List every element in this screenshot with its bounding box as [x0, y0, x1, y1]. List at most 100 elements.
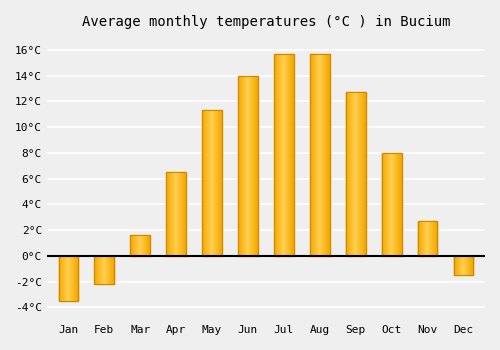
Bar — [462, 256, 463, 275]
Bar — [321, 54, 322, 256]
Bar — [358, 92, 359, 256]
Bar — [472, 256, 474, 275]
Bar — [138, 235, 139, 256]
Bar — [391, 153, 392, 256]
Bar — [132, 235, 133, 256]
Bar — [316, 54, 317, 256]
Bar — [101, 256, 102, 284]
Bar — [256, 76, 257, 256]
Bar — [98, 256, 99, 284]
Bar — [110, 256, 111, 284]
Bar — [437, 221, 438, 256]
Bar — [205, 111, 206, 256]
Bar — [131, 235, 132, 256]
Bar — [142, 235, 143, 256]
Bar — [140, 235, 141, 256]
Bar — [459, 256, 460, 275]
Bar — [327, 54, 328, 256]
Bar — [71, 256, 72, 301]
Bar — [317, 54, 318, 256]
Bar — [401, 153, 402, 256]
Bar — [147, 235, 148, 256]
Bar — [177, 172, 178, 256]
Bar — [168, 172, 169, 256]
Bar — [68, 256, 69, 301]
Bar — [454, 256, 455, 275]
Bar — [135, 235, 136, 256]
Bar — [257, 76, 258, 256]
Bar — [58, 256, 78, 301]
Bar — [209, 111, 210, 256]
Bar — [206, 111, 207, 256]
Bar — [329, 54, 330, 256]
Bar — [384, 153, 385, 256]
Bar — [424, 221, 425, 256]
Bar — [346, 92, 347, 256]
Bar — [74, 256, 75, 301]
Bar — [176, 172, 177, 256]
Bar — [94, 256, 114, 284]
Bar — [208, 111, 209, 256]
Bar — [290, 54, 291, 256]
Bar — [252, 76, 253, 256]
Bar — [283, 54, 284, 256]
Bar — [63, 256, 64, 301]
Bar — [456, 256, 457, 275]
Bar — [77, 256, 78, 301]
Bar — [287, 54, 288, 256]
Bar — [105, 256, 106, 284]
Bar — [175, 172, 176, 256]
Bar — [148, 235, 149, 256]
Bar — [418, 221, 419, 256]
Bar — [144, 235, 145, 256]
Bar — [433, 221, 434, 256]
Bar — [421, 221, 422, 256]
Bar — [67, 256, 68, 301]
Bar — [394, 153, 395, 256]
Bar — [463, 256, 464, 275]
Bar — [216, 111, 218, 256]
Bar — [240, 76, 242, 256]
Bar — [106, 256, 107, 284]
Bar — [69, 256, 70, 301]
Bar — [311, 54, 312, 256]
Bar — [143, 235, 144, 256]
Bar — [389, 153, 390, 256]
Bar — [310, 54, 311, 256]
Bar — [139, 235, 140, 256]
Bar — [172, 172, 173, 256]
Bar — [427, 221, 428, 256]
Bar — [364, 92, 365, 256]
Bar — [360, 92, 361, 256]
Bar — [280, 54, 281, 256]
Bar — [212, 111, 214, 256]
Bar — [137, 235, 138, 256]
Bar — [455, 256, 456, 275]
Bar — [130, 235, 131, 256]
Bar — [399, 153, 400, 256]
Bar — [61, 256, 62, 301]
Bar — [395, 153, 396, 256]
Bar — [310, 54, 330, 256]
Bar — [248, 76, 250, 256]
Bar — [328, 54, 329, 256]
Bar — [169, 172, 170, 256]
Bar — [432, 221, 433, 256]
Bar — [348, 92, 349, 256]
Bar — [184, 172, 186, 256]
Bar — [289, 54, 290, 256]
Bar — [107, 256, 108, 284]
Bar — [59, 256, 60, 301]
Bar — [130, 235, 150, 256]
Bar — [466, 256, 468, 275]
Bar — [387, 153, 388, 256]
Bar — [210, 111, 212, 256]
Bar — [356, 92, 357, 256]
Bar — [179, 172, 180, 256]
Bar — [325, 54, 326, 256]
Bar — [392, 153, 393, 256]
Bar — [253, 76, 254, 256]
Bar — [363, 92, 364, 256]
Bar — [64, 256, 65, 301]
Bar — [97, 256, 98, 284]
